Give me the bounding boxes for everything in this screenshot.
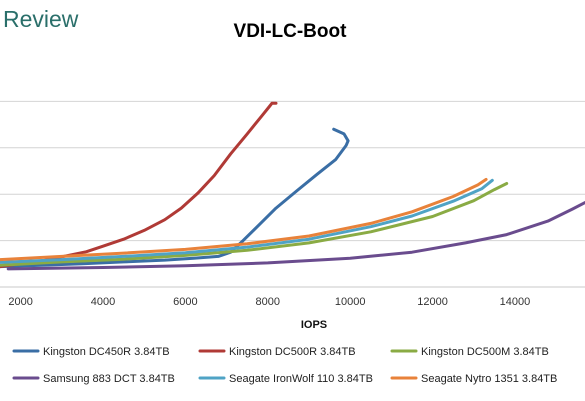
series-lines [0, 101, 585, 271]
review-logo: Review [3, 6, 79, 32]
legend-item: Kingston DC500M 3.84TB [390, 346, 549, 358]
series-line-6 [0, 177, 488, 262]
x-tick-label: 2000 [8, 296, 32, 308]
legend-item: Seagate Nytro 1351 3.84TB [390, 373, 557, 385]
series-line-2 [0, 101, 278, 269]
legend-item: Kingston DC500R 3.84TB [198, 346, 356, 358]
series-line-1 [0, 127, 350, 269]
x-tick-label: 8000 [256, 296, 280, 308]
series-line-3 [0, 182, 509, 267]
x-tick-label: 4000 [91, 296, 115, 308]
gridlines [0, 100, 585, 242]
x-tick-labels: 2000 4000 6000 8000 10000 12000 14000 [8, 296, 530, 308]
legend-label: Seagate IronWolf 110 3.84TB [229, 373, 373, 385]
legend: Kingston DC450R 3.84TB Kingston DC500R 3.… [12, 346, 557, 385]
legend-label: Seagate Nytro 1351 3.84TB [421, 373, 557, 385]
series-line-5 [0, 178, 494, 264]
legend-label: Kingston DC500R 3.84TB [229, 346, 356, 358]
chart-title: VDI-LC-Boot [234, 21, 348, 42]
x-tick-label: 12000 [417, 296, 448, 308]
x-tick-label: 6000 [173, 296, 197, 308]
plot-area: 2000 4000 6000 8000 10000 12000 14000 [0, 100, 585, 308]
legend-label: Kingston DC500M 3.84TB [421, 346, 549, 358]
legend-item: Seagate IronWolf 110 3.84TB [198, 373, 373, 385]
series-line-4 [6, 201, 585, 271]
x-axis-label: IOPS [301, 319, 327, 331]
legend-item: Kingston DC450R 3.84TB [12, 346, 170, 358]
legend-label: Kingston DC450R 3.84TB [43, 346, 170, 358]
x-tick-label: 10000 [335, 296, 366, 308]
legend-label: Samsung 883 DCT 3.84TB [43, 373, 175, 385]
legend-item: Samsung 883 DCT 3.84TB [12, 373, 175, 385]
x-tick-label: 14000 [500, 296, 531, 308]
